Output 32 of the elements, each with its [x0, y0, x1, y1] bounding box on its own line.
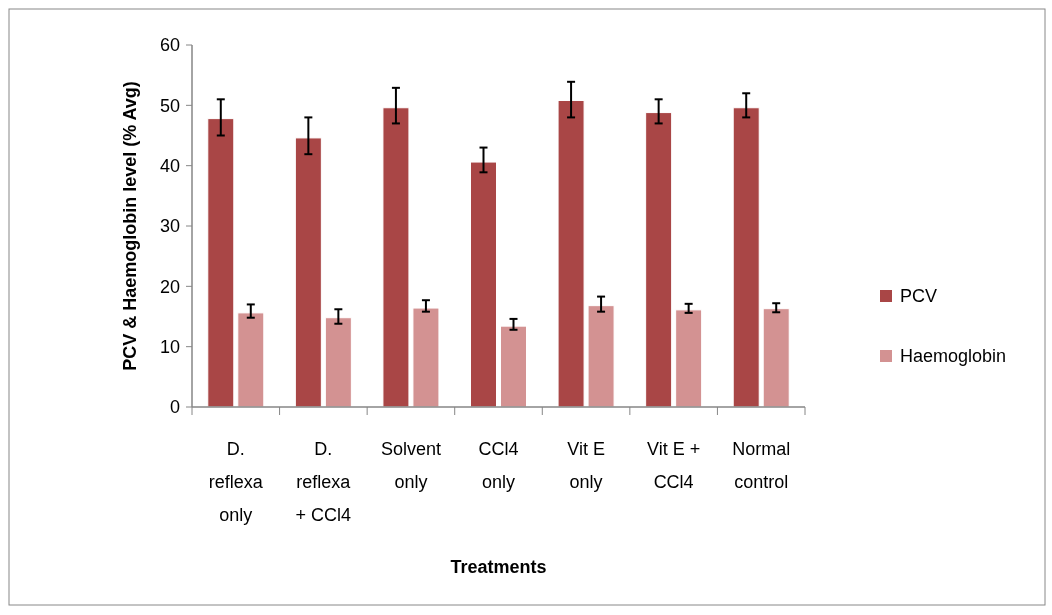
bar	[762, 308, 790, 408]
bar	[324, 317, 352, 408]
x-tick-label: D. reflexa only	[208, 439, 264, 525]
bar	[587, 305, 615, 408]
bar	[500, 325, 527, 408]
y-tick-label: 60	[159, 35, 180, 56]
bar	[470, 161, 497, 408]
bar	[645, 112, 673, 408]
y-tick-label: 20	[159, 276, 180, 297]
x-tick-label: Vit E + CCl4	[647, 439, 701, 492]
bar	[412, 307, 440, 408]
bar	[732, 107, 760, 408]
x-tick-label: Solvent only	[380, 439, 441, 492]
y-tick-label: 40	[159, 155, 180, 176]
x-axis-title: Treatments	[450, 557, 547, 577]
y-tick-label: 10	[159, 336, 180, 357]
x-tick-label: Vit E only	[567, 439, 605, 492]
legend-label: PCV	[900, 286, 938, 307]
bar	[557, 100, 585, 408]
y-tick-label: 0	[169, 397, 180, 418]
bar	[237, 312, 265, 408]
y-axis-title: PCV & Haemoglobin level (% Avg)	[120, 81, 140, 371]
bar	[675, 309, 703, 408]
x-tick-label: D. reflexa + CCl4	[295, 439, 352, 525]
y-tick-label: 30	[159, 216, 180, 237]
bar	[207, 118, 235, 408]
legend-label: Haemoglobin	[900, 346, 1007, 367]
bar	[294, 137, 322, 408]
x-tick-label: CCl4 only	[478, 439, 519, 492]
bar	[382, 107, 410, 408]
x-tick-label: Normal control	[732, 439, 791, 492]
y-tick-label: 50	[159, 95, 180, 116]
